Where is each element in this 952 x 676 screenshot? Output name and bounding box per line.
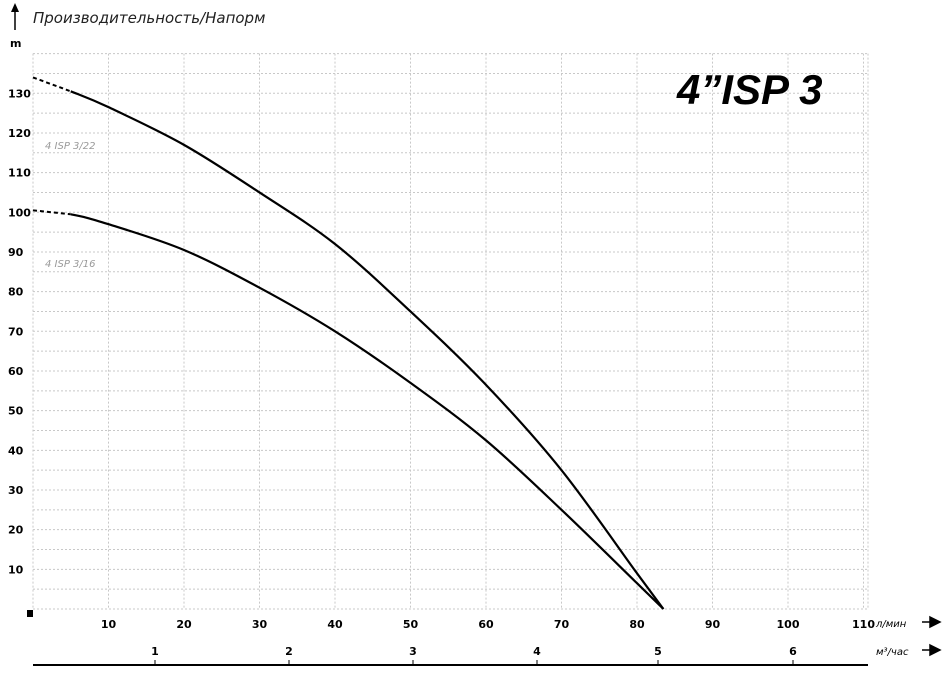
series-line [70,90,665,610]
series-label: 4 ISP 3/22 [45,141,96,152]
x-tick-label: 80 [629,618,645,631]
model-badge: 4”ISP 3 [676,66,823,113]
chart-title: Производительность/Напорм [33,9,265,27]
x-axis-unit: л/мин [875,619,907,630]
y-tick-label: 70 [8,325,24,338]
x-tick-label: 30 [252,618,268,631]
x2-axis-unit: м³/час [876,647,909,658]
y-tick-label: 10 [8,563,24,576]
x-tick-label: 110 [852,618,875,631]
series-line [70,213,665,610]
y-tick-label: 20 [8,524,24,537]
series-line-dashed-start [32,209,71,216]
x2-tick-label: 2 [285,645,293,658]
x2-axis-arrow [922,643,942,657]
series-line-dashed-start [32,76,72,93]
x2-tick-label: 1 [151,645,159,658]
y-axis-arrowhead [11,3,19,12]
x2-tick-label: 3 [409,645,417,658]
x2-tick-label: 5 [654,645,662,658]
y-tick-label: 50 [8,405,24,418]
y-tick-label: 120 [8,127,31,140]
series-label: 4 ISP 3/16 [45,259,96,270]
x-tick-label: 20 [176,618,192,631]
y-axis-unit: m [10,37,21,50]
y-tick-label: 80 [8,286,24,299]
y-tick-label: 100 [8,206,31,219]
x-tick-label: 50 [403,618,419,631]
x-tick-label: 10 [101,618,117,631]
x-tick-label: 40 [327,618,343,631]
x-tick-label: 70 [554,618,570,631]
x-tick-label: 100 [777,618,800,631]
y-tick-label: 130 [8,87,31,100]
y-tick-label: 90 [8,246,24,259]
y-tick-label: 60 [8,365,24,378]
y-tick-label: 30 [8,484,24,497]
x2-tick-label: 6 [789,645,797,658]
x-tick-label: 90 [705,618,721,631]
origin-marker [27,610,33,617]
y-tick-label: 110 [8,167,31,180]
x2-tick-label: 4 [533,645,541,658]
x-axis-arrow [922,615,942,629]
y-tick-label: 40 [8,444,24,457]
x-tick-label: 60 [478,618,494,631]
